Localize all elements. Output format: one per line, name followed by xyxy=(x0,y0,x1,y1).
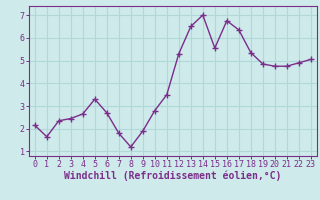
X-axis label: Windchill (Refroidissement éolien,°C): Windchill (Refroidissement éolien,°C) xyxy=(64,171,282,181)
